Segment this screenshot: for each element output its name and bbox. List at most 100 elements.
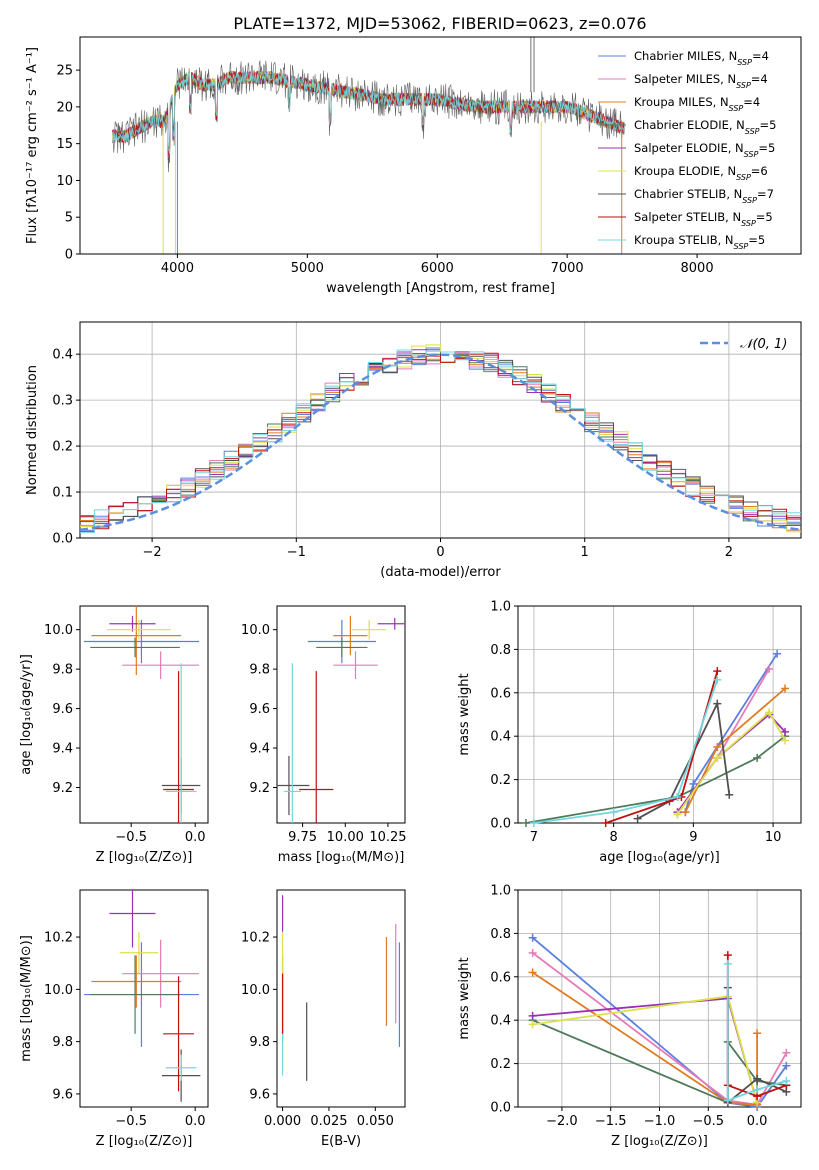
x-tick-label: −0.5 [115, 1114, 147, 1129]
weight-marker [713, 675, 722, 684]
error-bars [281, 895, 401, 1081]
weight-line-3 [525, 735, 786, 824]
legend-entry: Kroupa STELIB, NSSP=5 [634, 233, 765, 251]
errorbar-point-2 [91, 955, 182, 1008]
axes-frame [276, 889, 406, 1108]
errorbar-point-3 [316, 637, 368, 658]
legend-entry: Chabrier ELODIE, NSSP=5 [634, 118, 776, 136]
y-tick-label: 10 [56, 174, 73, 189]
errorbar-point-6 [277, 755, 310, 816]
y-tick-label: 9.6 [52, 702, 73, 717]
weight-marker [765, 708, 774, 717]
x-tick-label: 10.00 [327, 830, 364, 845]
normal-curve [80, 353, 801, 532]
chart-spectrum: 4000 5000 6000 7000 8000 0 5 10 15 20 25 wavelength… [25, 36, 802, 296]
errorbar-point-4 [109, 615, 156, 632]
x-tick-label: 0.0 [185, 830, 206, 845]
errorbar-point-7 [163, 976, 194, 1092]
axes-frame [517, 889, 802, 1108]
x-axis-label: (data-model)/error [380, 565, 501, 580]
x-tick-label: −1.5 [595, 1114, 627, 1129]
y-axis-label: age [log₁₀(age/yr)] [19, 654, 34, 775]
x-axis-label: mass [log₁₀(M/M⊙)] [278, 850, 405, 865]
x-tick-label: −1.0 [644, 1114, 676, 1129]
x-tick-label: 10.25 [369, 830, 406, 845]
weight-marker [609, 808, 618, 817]
y-tick-label: 0.0 [490, 1101, 511, 1116]
weight-marker [753, 1085, 762, 1094]
weight-marker [773, 649, 782, 658]
x-tick-label: 9 [689, 830, 697, 845]
weight-marker [673, 810, 682, 819]
chart-mass-vs-Z: −0.5 0.0 9.6 9.8 10.0 10.2 Z [log₁₀(Z/Z⊙)] mass… [19, 889, 209, 1149]
y-tick-label: 10.0 [241, 623, 270, 638]
weight-marker [753, 753, 762, 762]
x-tick-label: 1 [581, 545, 589, 560]
y-axis-label: mass weight [457, 673, 472, 755]
y-tick-label: 0.1 [52, 486, 73, 501]
weight-line-0 [532, 937, 788, 1108]
error-bars [83, 890, 201, 1102]
axes-frame [79, 605, 209, 824]
y-tick-label: 9.6 [52, 1087, 73, 1102]
y-tick-label: 1.0 [490, 884, 511, 899]
error-bars [83, 606, 201, 823]
weight-marker [528, 1020, 537, 1029]
weight-marker [713, 667, 722, 676]
histogram-8 [80, 349, 801, 534]
y-tick-label: 9.4 [249, 742, 270, 757]
errorbar-point-2 [333, 615, 368, 656]
chart-massweight-vs-Z: −2.0 −1.5 −1.0 −0.5 0.0 0.0 0.2 0.4 0.6 0.8 1.0 Z [… [457, 884, 802, 1149]
y-tick-label: 9.8 [52, 1035, 73, 1050]
y-tick-label: 0.4 [490, 730, 511, 745]
x-tick-label: 0.0 [185, 1114, 206, 1129]
y-tick-label: 9.2 [52, 781, 73, 796]
errorbar-point-8 [165, 663, 197, 823]
y-tick-label: 15 [56, 137, 73, 152]
x-tick-label: 0.050 [357, 1114, 394, 1129]
y-tick-label: 0.8 [490, 643, 511, 658]
weight-marker [689, 779, 698, 788]
legend-entry: Kroupa MILES, NSSP=4 [634, 95, 760, 113]
x-tick-label: −2.0 [546, 1114, 578, 1129]
legend-entry: Salpeter STELIB, NSSP=5 [634, 210, 773, 228]
weight-marker [528, 1011, 537, 1020]
weight-marker [528, 948, 537, 957]
y-tick-label: 0.4 [52, 348, 73, 363]
weight-marker [681, 808, 690, 817]
y-tick-label: 25 [56, 64, 73, 79]
y-axis-label: mass weight [457, 957, 472, 1039]
weight-marker [528, 933, 537, 942]
x-axis-label: Z [log₁₀(Z/Z⊙)] [611, 1134, 708, 1149]
spectrum-lines [112, 37, 625, 254]
y-tick-label: 0.0 [490, 817, 511, 832]
errorbar-point-8 [165, 1054, 197, 1081]
weight-marker [633, 814, 642, 823]
weight-marker [673, 792, 682, 801]
x-tick-label: 8 [610, 830, 618, 845]
x-axis-label: E(B-V) [321, 1134, 361, 1149]
x-tick-label: 7000 [551, 261, 584, 276]
chart-age-vs-Z: −0.5 0.0 9.2 9.4 9.6 9.8 10.0 Z [log₁₀(Z/Z⊙)] ag… [19, 605, 209, 865]
x-tick-label: 8000 [681, 261, 714, 276]
x-tick-label: 0 [436, 545, 444, 560]
errorbar-point-1 [122, 939, 200, 1008]
spectrum-legend: Chabrier MILES, NSSP=4 Salpeter MILES, NS… [598, 49, 776, 251]
y-tick-label: 9.4 [52, 742, 73, 757]
weight-marker [723, 1096, 732, 1105]
legend-entry: Kroupa ELODIE, NSSP=6 [634, 164, 768, 182]
errorbar-point-1 [333, 651, 378, 679]
y-axis-label: Normed distribution [25, 365, 40, 495]
y-tick-label: 10.0 [44, 623, 73, 638]
weight-marker [782, 1048, 791, 1057]
errorbar-point-8 [283, 663, 301, 823]
weight-marker [765, 664, 774, 673]
y-tick-label: 0 [65, 248, 73, 263]
axes-frame [276, 605, 406, 824]
chart-mass-vs-EBV: 0.000 0.025 0.050 9.6 9.8 10.0 10.2 E(B-V) [241, 889, 406, 1149]
y-tick-label: 0.8 [490, 927, 511, 942]
weight-line-2 [532, 971, 758, 1106]
x-tick-label: 4000 [161, 261, 194, 276]
weight-marker [753, 1029, 762, 1038]
errorbar-point-5 [352, 619, 387, 640]
